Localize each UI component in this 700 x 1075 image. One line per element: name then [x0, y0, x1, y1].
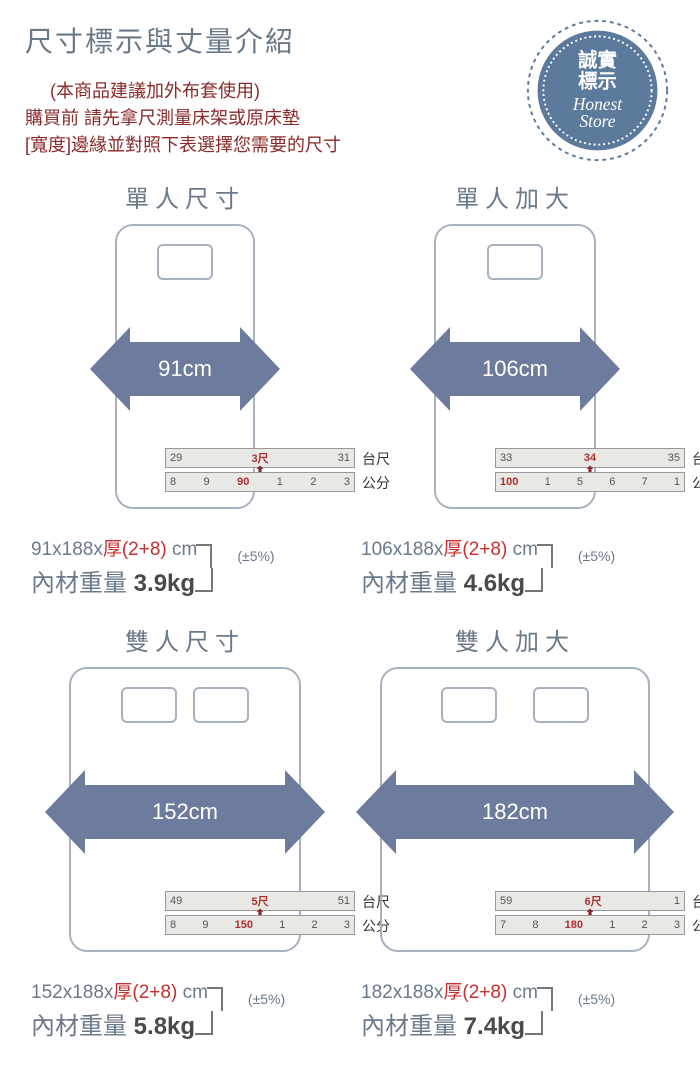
svg-text:Store: Store: [579, 111, 615, 131]
ruler-tw: 596尺1台尺⬍: [495, 891, 685, 911]
pillow-outline: [441, 687, 497, 723]
width-arrow: 182cm: [396, 785, 634, 839]
width-arrow: 106cm: [450, 342, 580, 396]
dimensions-line: 182x188x厚(2+8) cm(±5%): [361, 977, 675, 1004]
size-info: 182x188x厚(2+8) cm(±5%)內材重量 7.4kg: [355, 977, 675, 1041]
pillow-outline: [121, 687, 177, 723]
ruler-cm: 8990123公分: [165, 472, 355, 492]
pillow-outline: [157, 244, 213, 280]
tolerance: (±5%): [248, 991, 285, 1007]
mattress-diagram: 91cm293尺31台尺⬍8990123公分: [25, 224, 345, 514]
size-info: 91x188x厚(2+8) cm(±5%)內材重量 3.9kg: [25, 534, 345, 598]
tolerance: (±5%): [578, 548, 615, 564]
size-title: 雙人尺寸: [25, 622, 345, 657]
pillow-outline: [487, 244, 543, 280]
size-title: 單人尺寸: [25, 179, 345, 214]
ruler-label: 台尺: [692, 892, 700, 912]
mattress-diagram: 182cm596尺1台尺⬍78180123公分: [355, 667, 675, 957]
ruler-tw: 333435台尺⬍: [495, 448, 685, 468]
pillow-outline: [533, 687, 589, 723]
dimensions-line: 91x188x厚(2+8) cm(±5%): [31, 534, 345, 561]
ruler-label: 公分: [692, 916, 700, 936]
weight-line: 內材重量 5.8kg: [31, 1006, 345, 1041]
ruler-cm: 10015671公分: [495, 472, 685, 492]
size-cell: 單人加大 106cm333435台尺⬍10015671公分 106x188x厚(2+…: [355, 179, 675, 622]
width-arrow: 152cm: [85, 785, 285, 839]
size-info: 106x188x厚(2+8) cm(±5%)內材重量 4.6kg: [355, 534, 675, 598]
size-title: 單人加大: [355, 179, 675, 214]
svg-text:標示: 標示: [578, 70, 617, 93]
ruler-group: 293尺31台尺⬍ 8990123公分: [165, 448, 355, 496]
ruler-label: 公分: [692, 473, 700, 493]
size-info: 152x188x厚(2+8) cm(±5%)內材重量 5.8kg: [25, 977, 345, 1041]
ruler-cm: 78180123公分: [495, 915, 685, 935]
mattress-diagram: 106cm333435台尺⬍10015671公分: [355, 224, 675, 514]
size-cell: 雙人尺寸 152cm495尺51台尺⬍89150123公分 152x188x厚(2+…: [25, 622, 345, 1065]
ruler-tw: 495尺51台尺⬍: [165, 891, 355, 911]
size-cell: 單人尺寸 91cm293尺31台尺⬍8990123公分 91x188x厚(2+8) …: [25, 179, 345, 622]
mattress-diagram: 152cm495尺51台尺⬍89150123公分: [25, 667, 345, 957]
tolerance: (±5%): [578, 991, 615, 1007]
size-title: 雙人加大: [355, 622, 675, 657]
pillow-outline: [193, 687, 249, 723]
svg-text:誠實: 誠實: [578, 48, 617, 71]
size-cell: 雙人加大 182cm596尺1台尺⬍78180123公分 182x188x厚(2+8…: [355, 622, 675, 1065]
weight-line: 內材重量 7.4kg: [361, 1006, 675, 1041]
ruler-cm: 89150123公分: [165, 915, 355, 935]
ruler-group: 333435台尺⬍ 10015671公分: [495, 448, 685, 496]
ruler-label: 台尺: [692, 449, 700, 469]
dimensions-line: 152x188x厚(2+8) cm(±5%): [31, 977, 345, 1004]
weight-line: 內材重量 4.6kg: [361, 563, 675, 598]
honest-store-badge: Honest Store 誠實 標示 Honest Store 足重足長 絕不偷…: [525, 18, 670, 163]
ruler-group: 495尺51台尺⬍ 89150123公分: [165, 891, 355, 939]
ruler-tw: 293尺31台尺⬍: [165, 448, 355, 468]
dimensions-line: 106x188x厚(2+8) cm(±5%): [361, 534, 675, 561]
width-arrow: 91cm: [130, 342, 240, 396]
ruler-group: 596尺1台尺⬍ 78180123公分: [495, 891, 685, 939]
weight-line: 內材重量 3.9kg: [31, 563, 345, 598]
tolerance: (±5%): [237, 548, 274, 564]
